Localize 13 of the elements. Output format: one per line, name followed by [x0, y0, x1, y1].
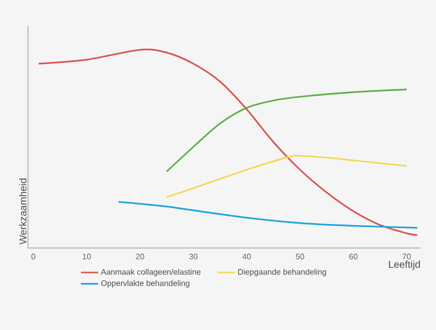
x-tick-label: 30: [189, 254, 198, 260]
x-axis-title: Leeftijd: [389, 260, 420, 270]
legend-label: Diepgaande behandeling: [238, 268, 326, 276]
x-tick-label: 0: [31, 254, 36, 260]
legend-label: Oppervlakte behandeling: [101, 280, 190, 288]
x-tick-label: 70: [402, 254, 411, 260]
x-tick-label: 10: [82, 254, 91, 260]
y-axis-title: Werkzaamheid: [19, 178, 26, 244]
legend-label: Aanmaak collageen/elastine: [100, 268, 201, 276]
x-tick-label: 60: [349, 254, 358, 260]
x-tick-label: 50: [296, 254, 304, 260]
x-tick-label: 20: [136, 254, 144, 260]
x-tick-label: 40: [242, 254, 251, 260]
